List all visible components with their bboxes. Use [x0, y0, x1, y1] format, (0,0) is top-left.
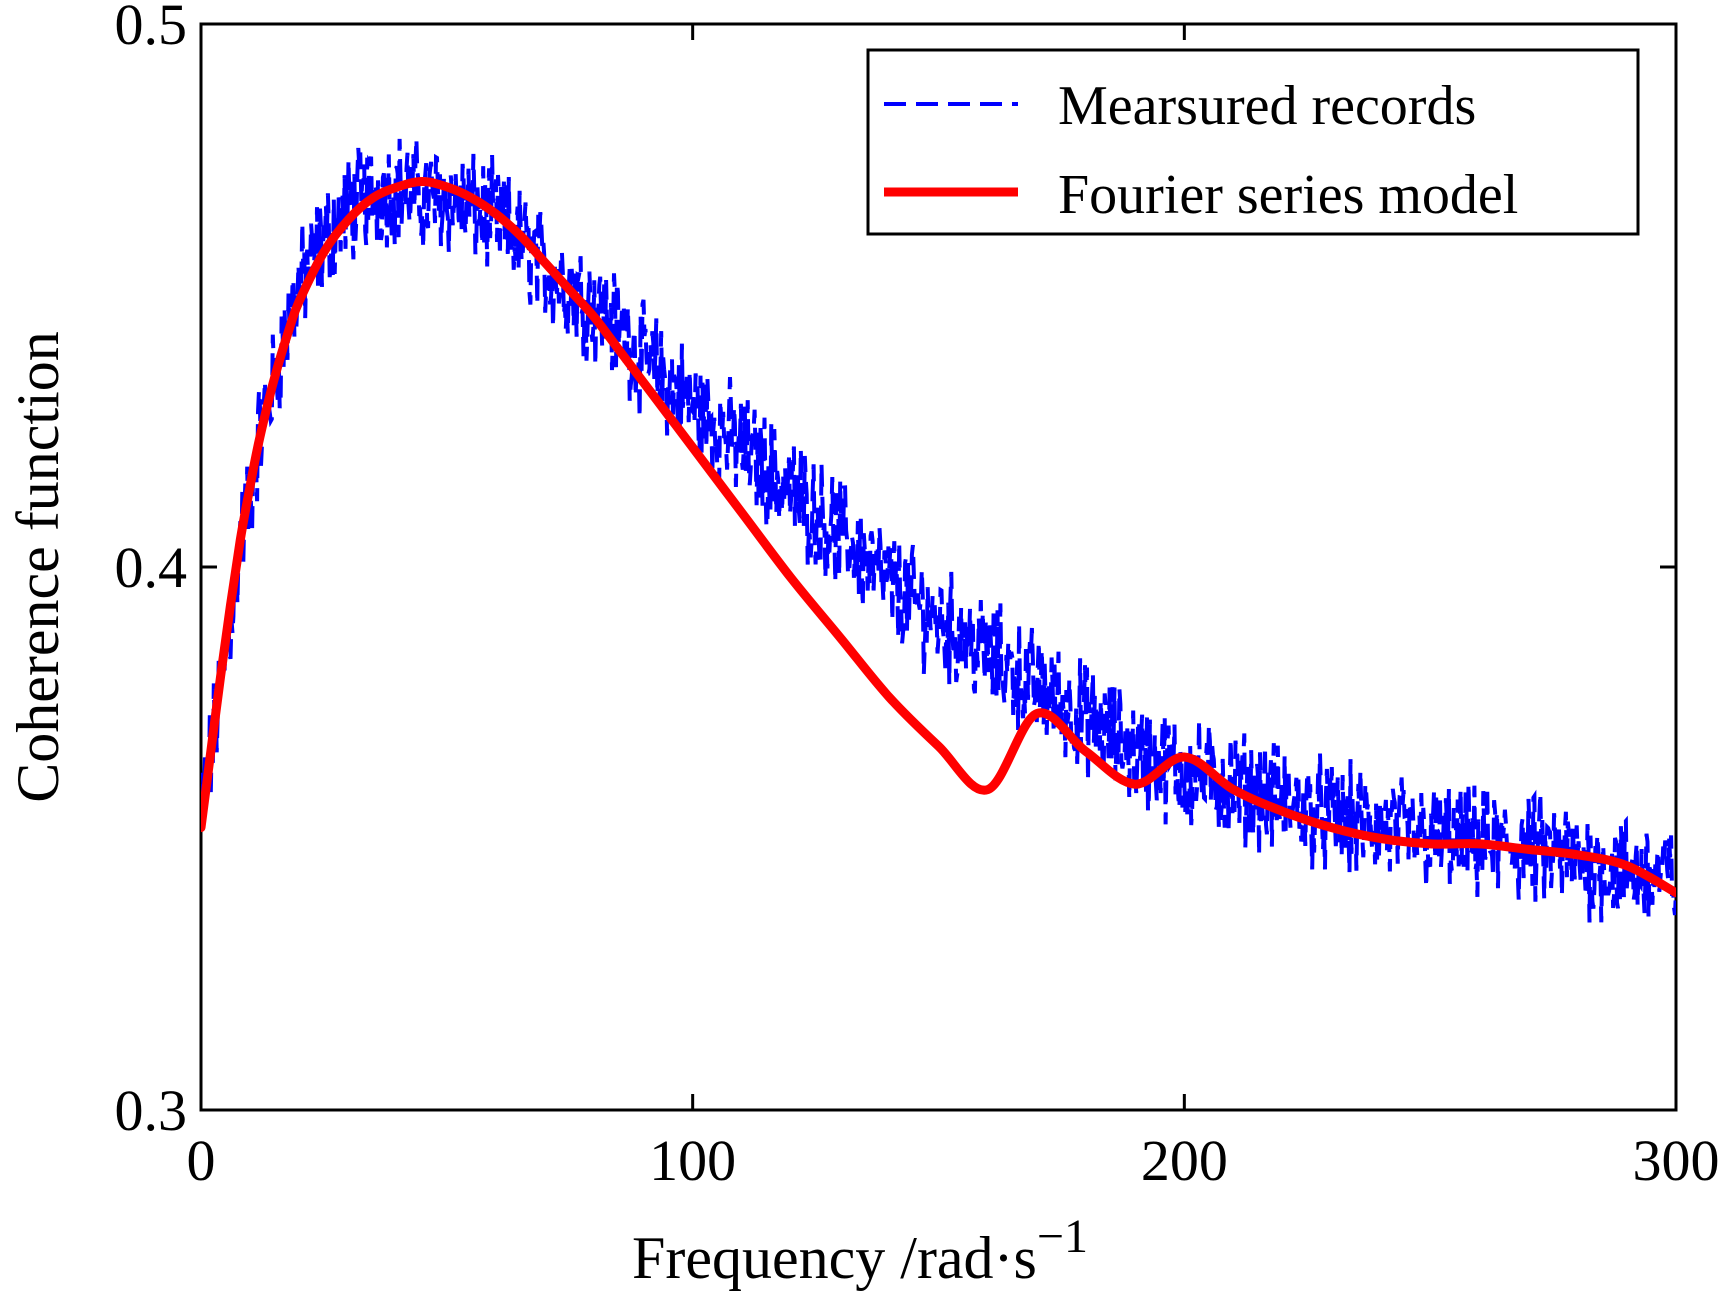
series-line-measured-records: [201, 138, 1676, 923]
x-axis-label: Frequency /rad·s−1: [632, 1210, 1088, 1291]
x-axis-label-main: Frequency /rad·s: [632, 1225, 1037, 1291]
x-axis-label-superscript: −1: [1037, 1210, 1088, 1263]
y-tick-label: 0.3: [115, 1078, 188, 1143]
legend-box: [866, 48, 1640, 236]
x-tick-label: 0: [187, 1128, 216, 1193]
y-axis-label: Coherence function: [5, 331, 71, 802]
legend: Mearsured records Fourier series model: [866, 48, 1640, 236]
legend-label-measured-records: Mearsured records: [1058, 75, 1476, 137]
axis-ticks: [199, 22, 1678, 1112]
x-tick-label: 200: [1141, 1128, 1228, 1193]
x-tick-label: 300: [1633, 1128, 1720, 1193]
y-tick-label: 0.5: [115, 0, 188, 57]
x-tick-label: 100: [649, 1128, 736, 1193]
y-tick-label: 0.4: [115, 535, 188, 600]
axis-tick-labels: 0 100 200 300 0.3 0.4 0.5: [115, 0, 1720, 1193]
legend-label-fourier-series-model: Fourier series model: [1058, 164, 1518, 226]
series-line-fourier-series-model: [201, 177, 1676, 898]
